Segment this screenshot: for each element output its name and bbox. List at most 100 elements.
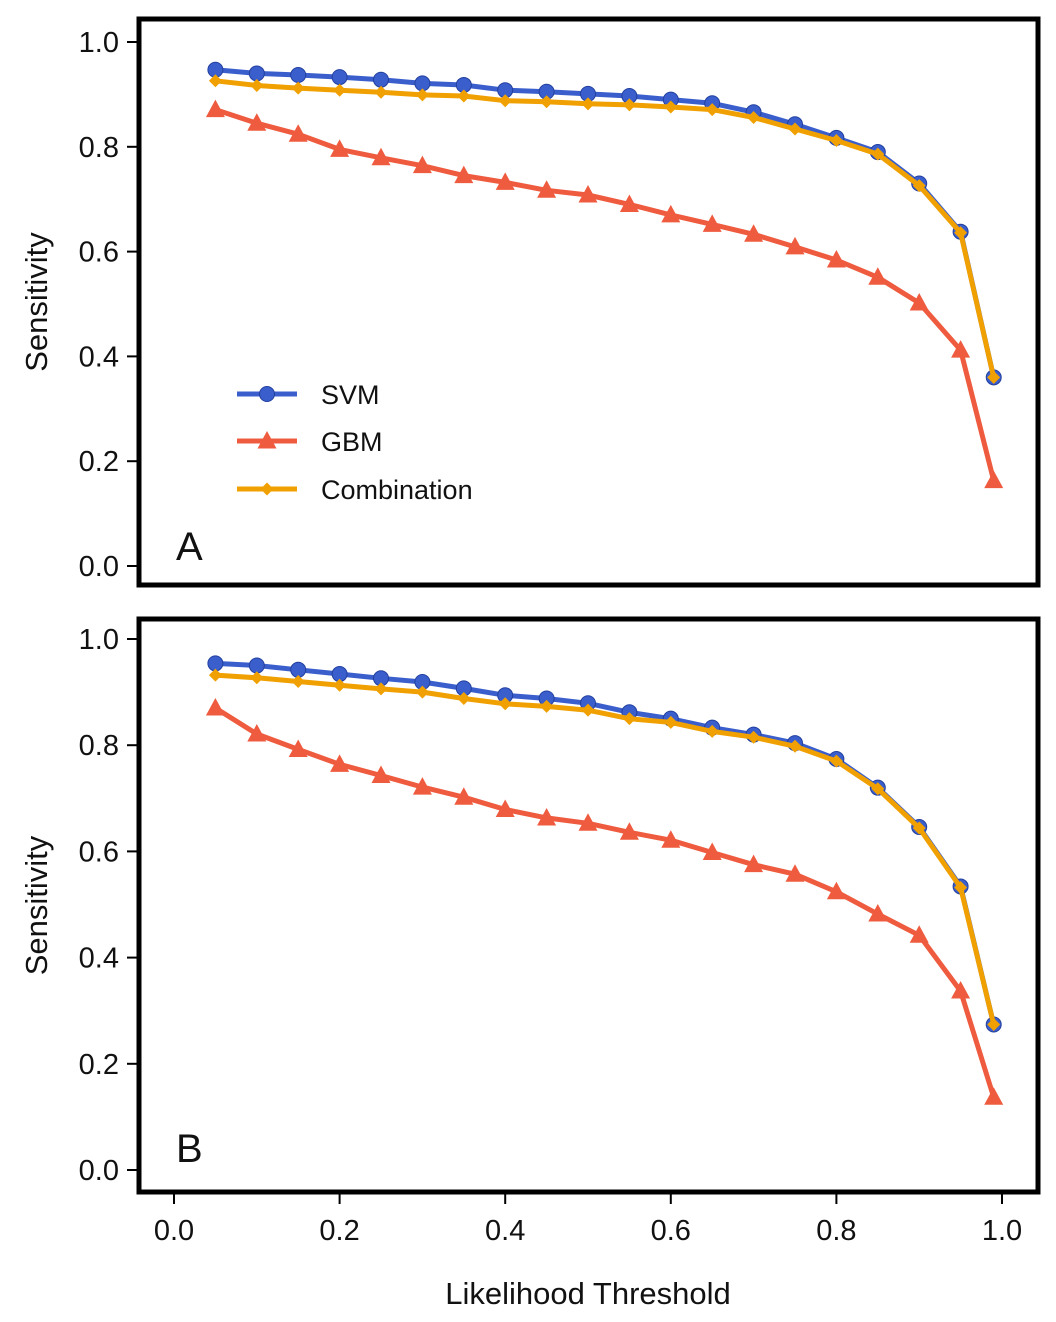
gbm-point (984, 470, 1004, 489)
combination-point (374, 85, 388, 99)
svm-point (373, 71, 389, 88)
svm-point (248, 65, 265, 82)
combination-point (540, 699, 554, 713)
gbm-point (661, 204, 681, 223)
svm-point (331, 69, 348, 86)
gbm-point (330, 139, 350, 157)
combination-point (457, 89, 471, 103)
x-tick-label: 0.6 (651, 1215, 691, 1247)
combination-point (374, 682, 388, 696)
legend-marker-combination (260, 482, 274, 496)
gbm-point (868, 904, 888, 922)
x-tick-label: 0.0 (154, 1215, 194, 1247)
combination-point (705, 103, 719, 117)
svm-point (290, 67, 307, 84)
combination-point (871, 782, 885, 796)
y-tick-label: 0.2 (79, 446, 119, 478)
combination-point (788, 122, 802, 136)
combination-point (705, 724, 719, 738)
gbm-point (702, 842, 722, 860)
gbm-point (909, 925, 929, 943)
series-gbm (205, 99, 1004, 489)
y-tick-label: 0.2 (79, 1049, 119, 1081)
legend-label-combination: Combination (321, 475, 473, 505)
combination-point (415, 685, 429, 699)
combination-point (415, 88, 429, 102)
combination-point (912, 821, 926, 835)
gbm-point (951, 340, 971, 358)
combination-point (954, 226, 968, 240)
y-tick-label: 0.4 (79, 341, 119, 373)
y-tick-label: 0.6 (79, 237, 119, 269)
x-tick-label: 0.4 (485, 1215, 525, 1247)
combination-point (498, 697, 512, 711)
gbm-point (619, 194, 639, 212)
gbm-point (537, 807, 557, 826)
legend: SVM GBM Combination (237, 380, 473, 505)
y-tick-label: 1.0 (79, 624, 119, 656)
y-tick-label: 0.8 (79, 730, 119, 762)
y-axis-title: Sensitivity (19, 232, 54, 372)
gbm-point (412, 777, 432, 795)
gbm-point (330, 754, 350, 772)
plot-frame (136, 16, 1041, 588)
combination-point (581, 97, 595, 111)
gbm-point (247, 724, 267, 742)
series-combination (208, 668, 1001, 1032)
panel-label: B (176, 1127, 203, 1171)
combination-point (540, 95, 554, 109)
combination-point (871, 147, 885, 161)
y-axis-title: Sensitivity (19, 835, 54, 975)
combination-point (829, 134, 843, 148)
combination-point (498, 94, 512, 108)
gbm-point (288, 739, 308, 757)
gbm-point (578, 813, 598, 831)
combination-point (788, 739, 802, 753)
series-svm (207, 61, 1002, 386)
gbm-point (537, 180, 557, 198)
combination-point (208, 668, 222, 682)
gbm-point (412, 155, 432, 174)
gbm-point (495, 799, 515, 817)
gbm-point (984, 1087, 1004, 1105)
combination-line (212, 672, 997, 1027)
combination-point (829, 754, 843, 768)
gbm-point (495, 172, 515, 190)
combination-point (333, 678, 347, 692)
svm-line (212, 660, 997, 1027)
combination-point (954, 881, 968, 895)
gbm-point (951, 981, 971, 999)
combination-point (250, 78, 264, 92)
svm-line (212, 67, 997, 380)
gbm-point (619, 822, 639, 840)
gbm-point (702, 214, 722, 232)
gbm-point (371, 765, 391, 783)
combination-point (291, 81, 305, 95)
gbm-point (909, 292, 929, 311)
gbm-point (785, 864, 805, 882)
legend-marker-gbm (257, 431, 277, 449)
legend-label-gbm: GBM (321, 427, 383, 457)
panel-b: 0.0 0.2 0.4 0.6 0.8 1.0 Sensitivity 0.0 0.2 0.4 0.… (19, 616, 1041, 1311)
combination-point (987, 370, 1001, 384)
panel-label: A (176, 525, 203, 569)
gbm-point (578, 185, 598, 203)
gbm-point (454, 787, 474, 805)
gbm-point (785, 236, 805, 255)
legend-label-svm: SVM (321, 380, 380, 410)
x-axis-title: Likelihood Threshold (445, 1276, 731, 1311)
gbm-point (744, 224, 764, 242)
gbm-line (212, 705, 997, 1100)
plot-frame (136, 616, 1041, 1195)
gbm-point (205, 99, 225, 118)
combination-point (664, 715, 678, 729)
combination-point (208, 74, 222, 88)
gbm-point (288, 124, 308, 142)
gbm-point (247, 113, 267, 131)
combination-point (581, 703, 595, 717)
gbm-point (826, 881, 846, 900)
combination-point (622, 98, 636, 112)
gbm-point (868, 267, 888, 285)
combination-point (622, 712, 636, 726)
